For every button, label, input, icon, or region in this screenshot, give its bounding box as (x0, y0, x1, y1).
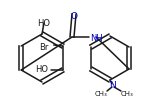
Text: CH₃: CH₃ (95, 91, 107, 97)
Text: O: O (71, 12, 78, 21)
Text: CH₃: CH₃ (121, 91, 133, 97)
Text: NH: NH (90, 33, 103, 42)
Text: Br: Br (39, 43, 49, 52)
Text: N: N (110, 80, 116, 89)
Text: HO: HO (38, 19, 51, 28)
Text: HO: HO (35, 66, 48, 75)
